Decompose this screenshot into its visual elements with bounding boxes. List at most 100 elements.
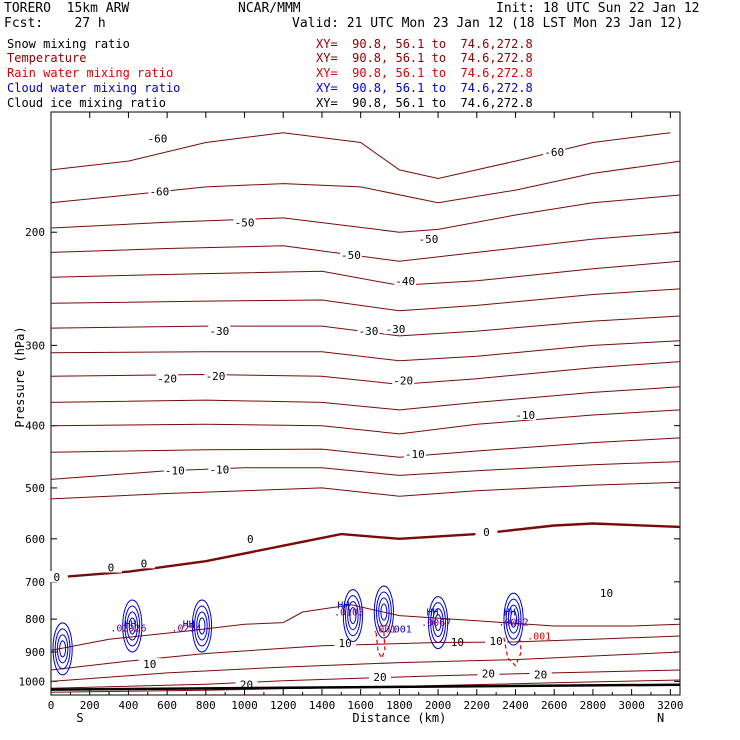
- model-title: TORERO 15km ARW: [4, 1, 130, 16]
- isotherm-label: -20: [157, 373, 177, 386]
- isotherm-label: -60: [149, 186, 169, 199]
- isotherm-label: 20: [482, 668, 495, 681]
- isotherm-label-bg: [485, 634, 508, 646]
- isotherm-line: [50, 340, 681, 362]
- cloud-water-contour: [126, 611, 138, 641]
- hh-marker: HH: [504, 608, 516, 619]
- y-tick-label: 1000: [19, 675, 46, 688]
- isotherm-label-bg: [384, 323, 407, 335]
- cloud-water-contour: [503, 592, 524, 646]
- isotherm-label-bg: [334, 637, 357, 649]
- isotherm-label: 10: [490, 635, 503, 648]
- isotherm-label-bg: [446, 635, 469, 647]
- isotherm-line: [50, 231, 681, 262]
- isotherm-label-bg: [45, 571, 68, 583]
- isotherm-label: 0: [141, 557, 148, 570]
- isotherm-label: 0: [108, 562, 115, 575]
- legend-rain-label: Rain water mixing ratio: [7, 66, 174, 80]
- snow-ice-value-label: .0082: [499, 617, 529, 628]
- cloud-water-contour: [122, 599, 143, 653]
- legend-cloud-ice-label: Cloud ice mixing ratio: [7, 96, 166, 110]
- isotherm-line: [50, 604, 681, 651]
- valid-time: Valid: 21 UTC Mon 23 Jan 12 (18 LST Mon …: [292, 16, 684, 31]
- init-time: Init: 18 UTC Sun 22 Jan 12: [496, 1, 700, 16]
- x-tick-label: 1400: [309, 699, 336, 712]
- x-tick-label: 3000: [618, 699, 645, 712]
- plot-frame: [50, 111, 681, 696]
- isotherm-label-bg: [208, 463, 231, 475]
- isotherm-line: [50, 361, 681, 385]
- isotherm-label-bg: [369, 671, 392, 683]
- isotherm-label: -10: [209, 463, 229, 476]
- isotherm-label: 10: [143, 658, 156, 671]
- cloud-water-contour: [194, 605, 210, 647]
- snow-ice-value-label: .0254: [171, 624, 201, 635]
- isotherm-line: [50, 669, 681, 689]
- cloud-water-contour: [347, 601, 359, 631]
- legend-rain-xy: XY= 90.8, 56.1 to 74.6,272.8: [316, 66, 533, 80]
- isotherm-label-bg: [235, 678, 258, 690]
- cloud-water-contour: [124, 605, 141, 647]
- x-tick-label: 0: [48, 699, 55, 712]
- isotherm-line: [50, 386, 681, 411]
- cloud-water-contour: [342, 589, 364, 643]
- hh-marker: HH: [337, 600, 349, 611]
- legend-temperature-label: Temperature: [7, 51, 87, 65]
- cloud-water-contour: [349, 607, 357, 625]
- cloud-water-contour: [380, 603, 388, 621]
- isotherm-label: -60: [148, 133, 168, 146]
- x-end-label-north: N: [657, 711, 664, 725]
- ground-line: [50, 683, 681, 691]
- isotherm-label: -30: [386, 323, 406, 336]
- cloud-water-contour: [373, 585, 394, 639]
- isotherm-line: [50, 132, 671, 180]
- cloud-water-contour: [510, 610, 518, 628]
- isotherm-line: [50, 481, 681, 500]
- x-tick-label: 2400: [502, 699, 529, 712]
- legend-cloud-water-xy: XY= 90.8, 56.1 to 74.6,272.8: [316, 81, 533, 95]
- isotherm-label-bg: [148, 185, 171, 197]
- isotherm-label: -60: [544, 146, 564, 159]
- cloud-water-contour: [345, 595, 361, 637]
- hh-marker: HH: [426, 608, 438, 619]
- isotherm-label-bg: [417, 233, 440, 245]
- isotherm-label-bg: [339, 248, 362, 260]
- isotherm-label: -10: [165, 465, 185, 478]
- x-tick-label: 600: [157, 699, 177, 712]
- isotherm-label: -20: [393, 374, 413, 387]
- hh-marker: HH: [125, 620, 137, 631]
- isotherm-label-bg: [156, 372, 179, 384]
- isotherm-label-bg: [146, 132, 169, 144]
- snow-ice-value-label: .0103: [334, 608, 364, 619]
- isotherm-label: -50: [235, 216, 255, 229]
- forecast-hour: Fcst: 27 h: [4, 16, 106, 31]
- x-tick-label: 2600: [541, 699, 568, 712]
- isotherm-label-bg: [392, 374, 415, 386]
- cloud-water-contour: [507, 604, 520, 634]
- isotherm-label-bg: [239, 532, 262, 544]
- cloud-water-contour: [54, 628, 71, 670]
- cloud-water-contour: [375, 591, 392, 633]
- isotherm-label-bg: [138, 658, 161, 670]
- y-tick-label: 900: [25, 646, 45, 659]
- isotherm-label-bg: [233, 216, 256, 228]
- isotherm-line: [50, 315, 681, 337]
- cloud-water-contour: [128, 617, 136, 635]
- cloud-water-contour: [52, 622, 73, 676]
- y-tick-label: 400: [25, 420, 45, 433]
- isotherm-label-bg: [477, 667, 500, 679]
- y-tick-label: 800: [25, 613, 45, 626]
- x-tick-label: 1800: [386, 699, 413, 712]
- isotherm-label-bg: [514, 408, 537, 420]
- y-tick-label: 700: [25, 576, 45, 589]
- x-tick-label: 200: [80, 699, 100, 712]
- y-axis-label: Pressure (hPa): [13, 326, 27, 428]
- x-axis-label: Distance (km): [352, 711, 446, 725]
- cloud-water-contour: [432, 608, 444, 638]
- y-tick-label: 300: [25, 339, 45, 352]
- rain-water-contour: [503, 635, 522, 667]
- isotherm-label: -30: [358, 325, 378, 338]
- x-tick-label: 2000: [425, 699, 452, 712]
- isotherm-line: [50, 437, 681, 458]
- isotherm-label-bg: [163, 464, 186, 476]
